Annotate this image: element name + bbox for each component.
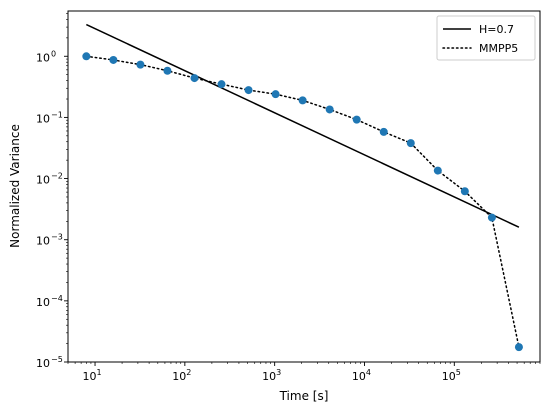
y-tick-label-exponent: −2 <box>51 172 63 181</box>
tick-label-base: 10 <box>172 370 186 383</box>
y-tick-label-exponent: −1 <box>51 110 63 119</box>
data-point <box>379 127 388 136</box>
data-point <box>460 187 469 196</box>
series-layer <box>82 23 523 352</box>
data-point <box>325 105 334 114</box>
tick-label-base: 10 <box>36 51 50 64</box>
y-tick-label-exponent: −4 <box>51 294 63 303</box>
tick-label-base: 10 <box>82 370 96 383</box>
y-tick-label-exponent: 0 <box>51 49 56 58</box>
tick-label-exponent: 4 <box>366 368 371 377</box>
y-tick-label: 10 <box>36 112 50 125</box>
legend-label-1: H=0.7 <box>479 23 514 36</box>
tick-label-base: 10 <box>36 357 50 370</box>
tick-label-exponent: 3 <box>276 368 281 377</box>
legend: H=0.7 MMPP5 <box>436 15 536 61</box>
data-point <box>298 96 307 105</box>
data-point <box>487 213 496 222</box>
x-tick-label: 103 <box>262 368 281 383</box>
tick-label-base: 10 <box>352 370 366 383</box>
data-point <box>406 139 415 148</box>
y-axis-label: Normalized Variance <box>8 124 22 248</box>
x-tick-label: 104 <box>352 368 371 383</box>
data-point <box>190 74 199 83</box>
y-tick-label: 10 <box>36 174 50 187</box>
y-tick-label: 10 <box>36 357 50 370</box>
data-point <box>244 86 253 95</box>
data-point <box>514 343 523 352</box>
x-tick-label: 102 <box>172 368 191 383</box>
data-point <box>163 66 172 75</box>
tick-label-base: 10 <box>262 370 276 383</box>
tick-label-exponent: 2 <box>186 368 191 377</box>
x-tick-label: 101 <box>82 368 101 383</box>
data-point <box>217 80 226 89</box>
data-point <box>271 90 280 99</box>
y-tick-label: 10 <box>36 296 50 309</box>
x-axis-ticks: 101 102 103 104 105 <box>67 362 541 383</box>
y-tick-label: 10 <box>36 51 50 64</box>
data-point <box>109 55 118 64</box>
legend-box <box>436 15 536 61</box>
y-tick-label-exponent: −3 <box>51 233 63 242</box>
data-point <box>136 60 145 69</box>
series-line-1 <box>86 23 520 228</box>
data-point <box>433 166 442 175</box>
tick-label-exponent: 5 <box>456 368 461 377</box>
legend-label-2: MMPP5 <box>479 42 518 55</box>
data-point <box>82 52 91 61</box>
data-point <box>352 115 361 124</box>
y-tick-label: 10 <box>36 235 50 248</box>
tick-label-base: 10 <box>36 174 50 187</box>
tick-label-base: 10 <box>442 370 456 383</box>
tick-label-base: 10 <box>36 112 50 125</box>
x-axis-label: Time [s] <box>279 389 329 403</box>
plot-area <box>67 10 541 363</box>
tick-label-base: 10 <box>36 235 50 248</box>
x-tick-label: 105 <box>442 368 461 383</box>
y-tick-label-exponent: −5 <box>51 355 63 364</box>
tick-label-exponent: 1 <box>96 368 101 377</box>
tick-label-base: 10 <box>36 296 50 309</box>
